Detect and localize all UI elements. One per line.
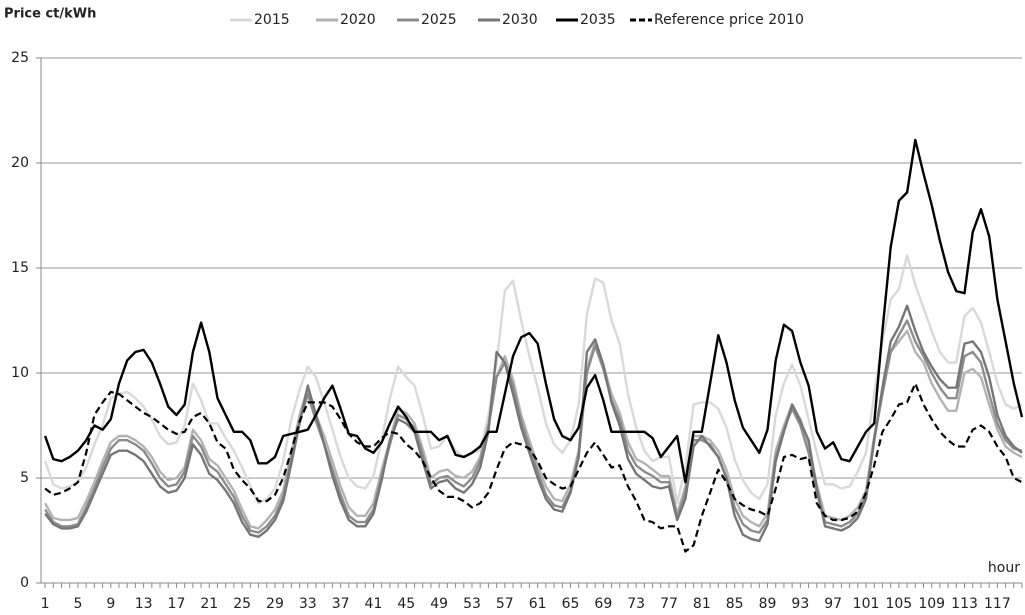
x-tick-label: 89 <box>759 596 777 612</box>
x-tick-label: 49 <box>430 596 448 612</box>
series-line <box>43 138 1024 484</box>
x-tick-label: 13 <box>135 596 153 612</box>
x-tick-label: 73 <box>627 596 645 612</box>
x-tick-label: 101 <box>853 596 880 612</box>
y-tick-label: 10 <box>11 365 29 381</box>
x-tick-label: 77 <box>660 596 678 612</box>
x-tick-label: 109 <box>918 596 945 612</box>
series-line <box>44 382 1023 553</box>
x-tick-label: 25 <box>233 596 251 612</box>
x-tick-label: 85 <box>726 596 744 612</box>
x-tick-label: 113 <box>951 596 978 612</box>
legend-label: 2035 <box>580 12 616 28</box>
x-tick-label: 17 <box>168 596 186 612</box>
x-tick-label: 53 <box>463 596 481 612</box>
series-line <box>44 304 1023 543</box>
legend-label: 2015 <box>254 12 290 28</box>
y-tick-label: 15 <box>11 260 29 276</box>
x-tick-label: 21 <box>200 596 218 612</box>
x-tick-label: 69 <box>594 596 612 612</box>
x-tick-label: 117 <box>984 596 1011 612</box>
x-tick-label: 65 <box>562 596 580 612</box>
series-line <box>44 329 1023 530</box>
y-axis-title: Price ct/kWh <box>4 7 96 22</box>
x-tick-label: 33 <box>299 596 317 612</box>
x-tick-label: 45 <box>397 596 415 612</box>
x-tick-label: 81 <box>693 596 711 612</box>
x-tick-label: 5 <box>73 596 82 612</box>
legend-label: 2025 <box>421 12 457 28</box>
x-axis-title: hour <box>988 560 1020 576</box>
x-tick-label: 61 <box>529 596 547 612</box>
x-tick-label: 29 <box>266 596 284 612</box>
x-tick-label: 41 <box>365 596 383 612</box>
y-tick-label: 20 <box>11 155 29 171</box>
series-line <box>43 254 1023 505</box>
x-tick-label: 37 <box>332 596 350 612</box>
x-tick-label: 93 <box>791 596 809 612</box>
y-tick-label: 0 <box>20 575 29 591</box>
x-tick-label: 97 <box>824 596 842 612</box>
legend-label: Reference price 2010 <box>654 12 804 28</box>
y-tick-label: 25 <box>11 50 29 66</box>
y-tick-label: 5 <box>20 470 29 486</box>
x-tick-label: 1 <box>41 596 50 612</box>
x-tick-label: 9 <box>106 596 115 612</box>
x-tick-label: 57 <box>496 596 514 612</box>
legend-label: 2030 <box>502 12 538 28</box>
x-tick-label: 105 <box>885 596 912 612</box>
legend-label: 2020 <box>340 12 376 28</box>
series-line <box>44 319 1023 534</box>
